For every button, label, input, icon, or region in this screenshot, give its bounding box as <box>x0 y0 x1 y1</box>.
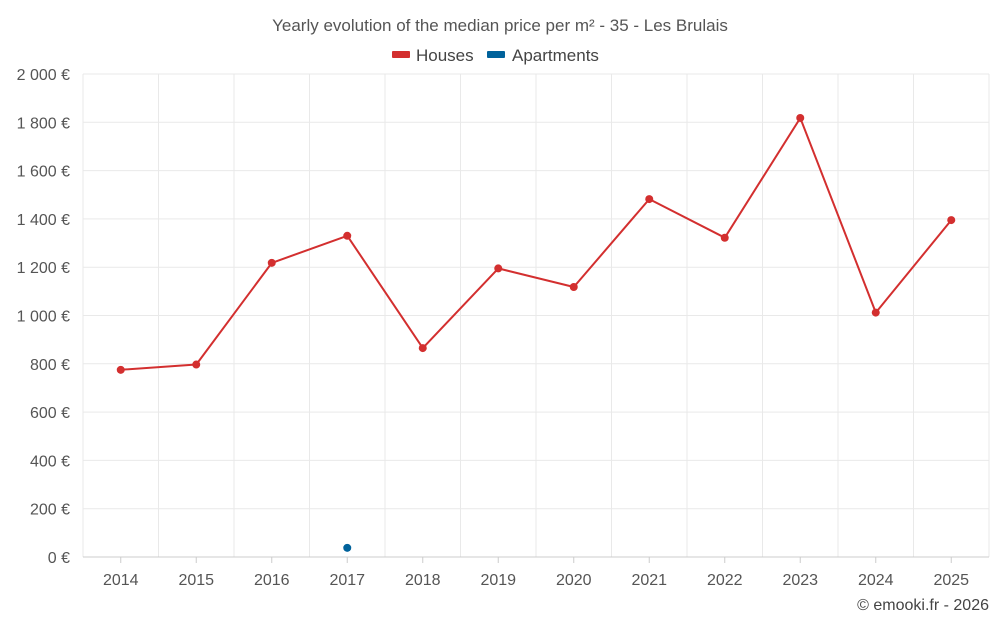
chart-title: Yearly evolution of the median price per… <box>272 16 728 35</box>
data-point-houses[interactable] <box>494 264 503 273</box>
y-tick-label: 1 000 € <box>17 309 70 326</box>
data-point-houses[interactable] <box>720 233 729 242</box>
data-point-houses[interactable] <box>116 365 125 374</box>
data-point-houses[interactable] <box>343 231 352 240</box>
data-point-apartments[interactable] <box>343 543 352 552</box>
y-tick-label: 200 € <box>30 502 70 519</box>
y-tick-label: 1 800 € <box>17 115 70 132</box>
data-point-houses[interactable] <box>645 195 654 204</box>
x-tick-label: 2022 <box>707 572 743 589</box>
x-tick-label: 2016 <box>254 572 290 589</box>
x-tick-label: 2019 <box>480 572 516 589</box>
x-tick-label: 2018 <box>405 572 441 589</box>
x-tick-label: 2020 <box>556 572 592 589</box>
y-tick-label: 1 400 € <box>17 212 70 229</box>
legend-label-houses: Houses <box>416 46 474 65</box>
data-point-houses[interactable] <box>267 258 276 267</box>
y-tick-label: 1 600 € <box>17 164 70 181</box>
x-axis-ticks: 2014 2015 2016 2017 2018 2019 2020 2021 2022 2023… <box>103 557 969 589</box>
series <box>116 113 956 552</box>
credit-text: © emooki.fr - 2026 <box>857 597 989 614</box>
series-line-houses <box>120 117 953 371</box>
data-point-houses[interactable] <box>569 283 578 292</box>
y-tick-label: 2 000 € <box>17 67 70 84</box>
grid <box>82 73 990 557</box>
x-tick-label: 2015 <box>178 572 214 589</box>
data-point-houses[interactable] <box>418 344 427 353</box>
y-tick-label: 1 200 € <box>17 260 70 277</box>
y-tick-label: 0 € <box>48 550 70 567</box>
data-point-houses[interactable] <box>796 113 805 122</box>
y-tick-label: 600 € <box>30 405 70 422</box>
x-tick-label: 2024 <box>858 572 894 589</box>
x-tick-label: 2021 <box>631 572 667 589</box>
legend: Houses Apartments <box>392 46 599 65</box>
legend-item-apartments[interactable]: Apartments <box>487 46 599 65</box>
legend-swatch-houses <box>392 51 410 58</box>
legend-label-apartments: Apartments <box>512 46 599 65</box>
x-tick-label: 2017 <box>329 572 365 589</box>
data-point-houses[interactable] <box>947 216 956 225</box>
data-point-houses[interactable] <box>871 308 880 317</box>
y-axis-ticks: 0 € 200 € 400 € 600 € 800 € 1 000 € 1 200 € 1 4… <box>17 67 70 567</box>
x-tick-label: 2014 <box>103 572 139 589</box>
x-tick-label: 2025 <box>933 572 969 589</box>
legend-item-houses[interactable]: Houses <box>392 46 474 65</box>
legend-swatch-apartments <box>487 51 505 58</box>
data-point-houses[interactable] <box>192 360 201 369</box>
y-tick-label: 800 € <box>30 357 70 374</box>
x-tick-label: 2023 <box>782 572 818 589</box>
y-tick-label: 400 € <box>30 453 70 470</box>
